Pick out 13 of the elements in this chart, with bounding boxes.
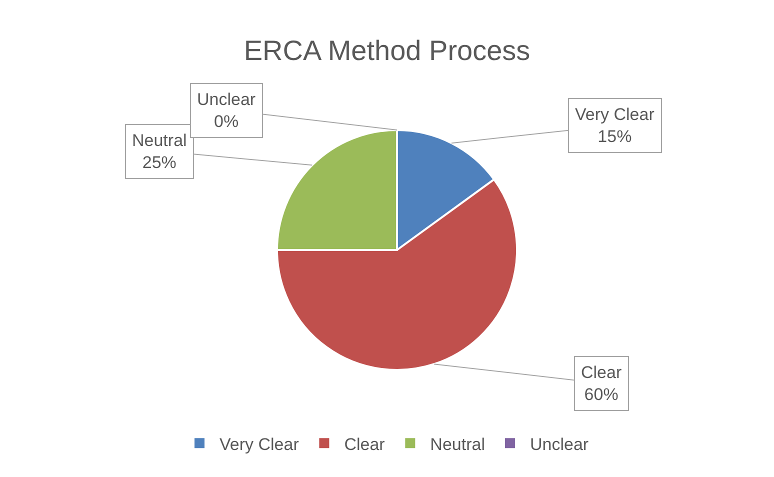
slice-label: Clear — [581, 363, 622, 382]
data-label: 15% — [598, 127, 632, 146]
legend-label: Neutral — [430, 434, 485, 454]
legend-label: Unclear — [530, 434, 589, 454]
data-label: 25% — [142, 153, 176, 172]
slice-label: Very Clear — [575, 105, 655, 124]
category-label: Unclear — [197, 90, 256, 109]
slice-label: Neutral — [132, 131, 187, 150]
chart-title: ERCA Method Process — [244, 34, 530, 66]
data-label: 60% — [584, 385, 618, 404]
legend-label: Clear — [344, 434, 386, 454]
legend-label: Very Clear — [220, 434, 300, 454]
text: 0% — [214, 112, 239, 132]
